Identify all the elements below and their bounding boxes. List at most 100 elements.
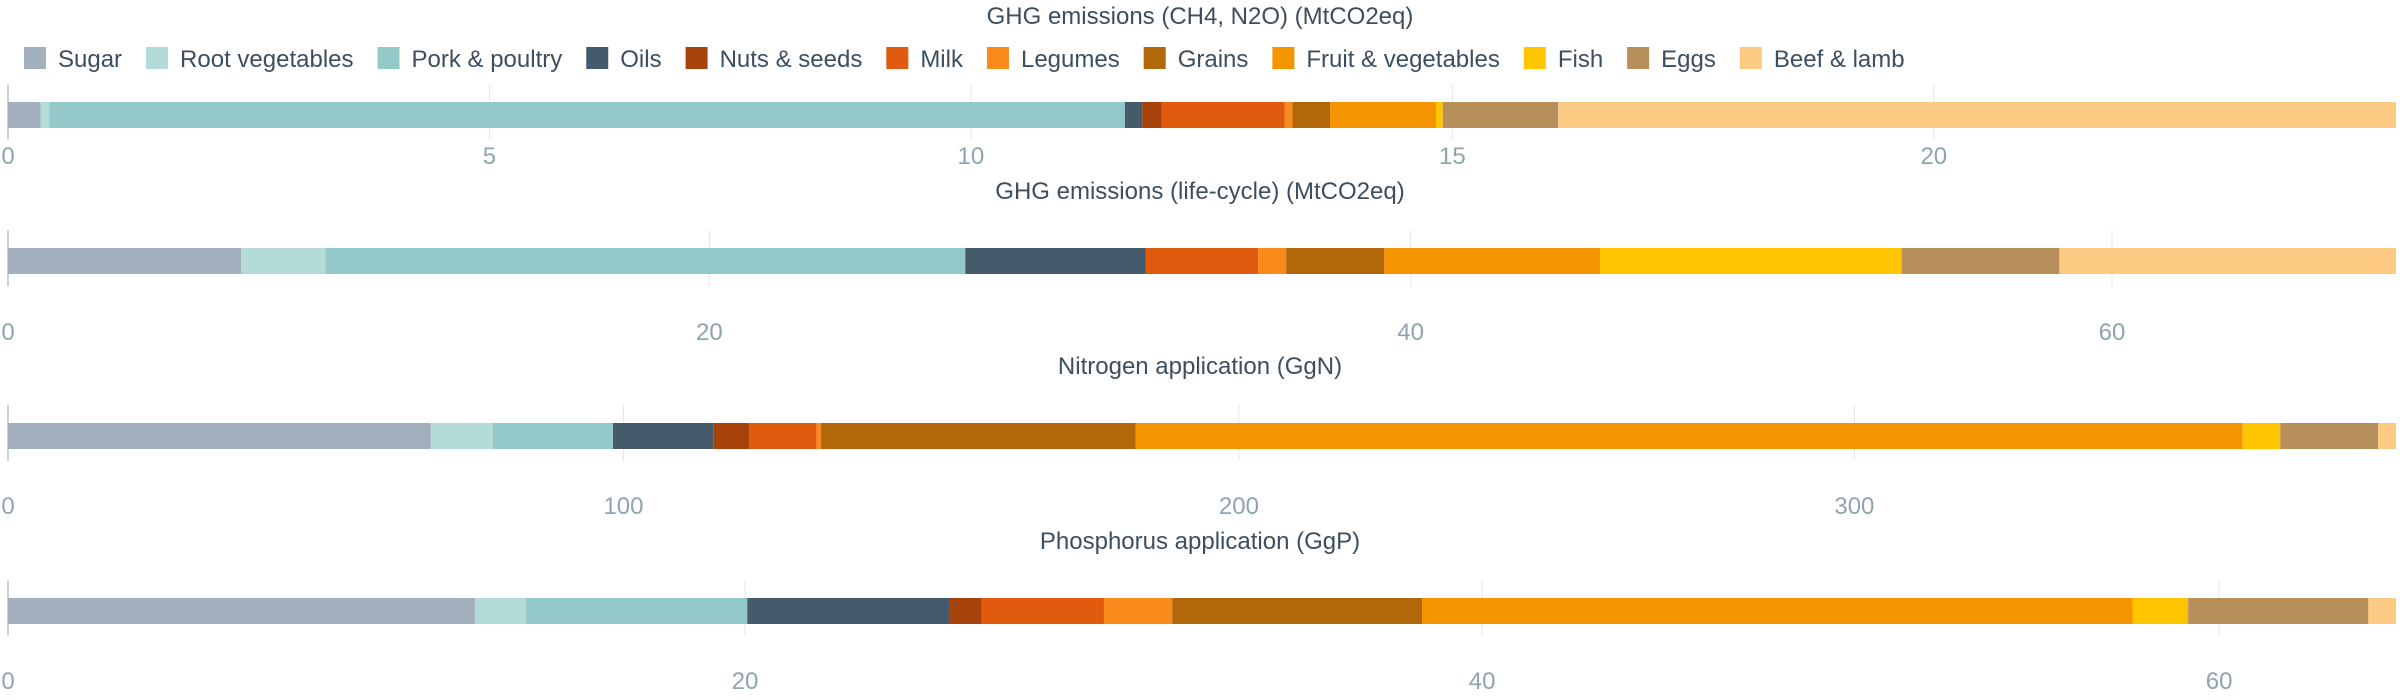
panel-3-bar-fish (2242, 423, 2281, 449)
panel-2-bar-grains (1286, 248, 1385, 274)
legend-item-pork-and-poultry: Pork & poultry (377, 46, 563, 73)
panel-1-tick-label-4: 20 (1920, 143, 1947, 170)
panel-1-tick-label-1: 5 (483, 143, 496, 170)
panel-4-bar-legumes (1103, 598, 1173, 624)
panel-2-bar-oils (965, 248, 1146, 274)
panel-1-bar-nuts-and-seeds (1142, 102, 1162, 128)
legend: Sugar Root vegetables Pork & poultry Oils Nu… (24, 46, 1905, 73)
panel-1-bar-fish (1435, 102, 1443, 128)
legend-item-grains: Grains (1143, 46, 1249, 73)
legend-label-fish: Fish (1558, 46, 1603, 73)
panel-2-title: GHG emissions (life-cycle) (MtCO2eq) (995, 178, 1404, 205)
legend-label-milk: Milk (920, 46, 964, 73)
panel-2: GHG emissions (life-cycle) (MtCO2eq) 0 20 4… (1, 178, 2396, 346)
legend-swatch-sugar (24, 47, 46, 69)
legend-item-sugar: Sugar (24, 46, 122, 73)
panel-2-bar-sugar (8, 248, 242, 274)
panel-1-bar-milk (1161, 102, 1285, 128)
legend-swatch-fruit-and-vegetables (1272, 47, 1295, 69)
panel-1-tick-label-3: 15 (1439, 143, 1466, 170)
legend-label-root-vegetables: Root vegetables (180, 46, 353, 73)
panel-3-bar-oils (613, 423, 714, 449)
panel-4-bar-pork-and-poultry (525, 598, 748, 624)
legend-swatch-oils (586, 47, 609, 69)
panel-1-bar-oils (1124, 102, 1143, 128)
panel-1: GHG emissions (CH4, N2O) (MtCO2eq) 0 5 10 15… (1, 3, 2396, 170)
panel-3: Nitrogen application (GgN) 0 100 200 300 (1, 353, 2396, 520)
legend-item-fish: Fish (1523, 46, 1603, 73)
panel-1-bar-beef-and-lamb (1558, 102, 2396, 128)
panel-1-tick-label-2: 10 (958, 143, 985, 170)
panel-4-bar-root-vegetables (474, 598, 526, 624)
legend-swatch-fish (1523, 47, 1546, 69)
legend-swatch-pork-and-poultry (377, 47, 400, 69)
panel-3-bar-beef-and-lamb (2378, 423, 2396, 449)
panel-4-bar-fish (2132, 598, 2189, 624)
panel-1-bar-pork-and-poultry (49, 102, 1125, 128)
legend-item-nuts-and-seeds: Nuts & seeds (685, 46, 863, 73)
panel-1-bar-legumes (1284, 102, 1293, 128)
panel-4-tick-label-3: 60 (2206, 668, 2233, 695)
panel-2-tick-label-1: 20 (696, 319, 723, 346)
legend-swatch-nuts-and-seeds (685, 47, 708, 69)
panel-4-bar-grains (1172, 598, 1423, 624)
panel-4-bar-beef-and-lamb (2368, 598, 2396, 624)
panel-3-tick-label-1: 100 (603, 493, 643, 520)
panel-4-tick-label-2: 40 (1469, 668, 1496, 695)
legend-item-beef-and-lamb: Beef & lamb (1739, 46, 1905, 73)
panel-3-bar-sugar (8, 423, 431, 449)
panel-4: Phosphorus application (GgP) 0 20 40 60 (1, 528, 2396, 695)
panel-1-bar-fruit-and-vegetables (1330, 102, 1436, 128)
legend-label-legumes: Legumes (1021, 46, 1120, 73)
panel-2-bar-milk (1145, 248, 1259, 274)
panel-1-bar-eggs (1442, 102, 1559, 128)
panel-4-bar-fruit-and-vegetables (1422, 598, 2133, 624)
panel-3-title: Nitrogen application (GgN) (1058, 353, 1342, 380)
panel-1-bar-sugar (8, 102, 41, 128)
panel-1-bar-root-vegetables (40, 102, 50, 128)
panel-2-bar-beef-and-lamb (2059, 248, 2396, 274)
legend-swatch-grains (1143, 47, 1166, 69)
panel-4-tick-label-0: 0 (1, 668, 14, 695)
legend-item-oils: Oils (586, 46, 662, 73)
panel-1-title: GHG emissions (CH4, N2O) (MtCO2eq) (987, 3, 1414, 30)
panel-2-tick-label-0: 0 (1, 319, 14, 346)
panel-2-bar-fish (1600, 248, 1902, 274)
panel-3-bar-nuts-and-seeds (713, 423, 750, 449)
legend-label-fruit-and-vegetables: Fruit & vegetables (1306, 46, 1499, 73)
legend-label-sugar: Sugar (58, 46, 122, 73)
panel-3-tick-label-2: 200 (1219, 493, 1259, 520)
panel-4-bar-oils (747, 598, 950, 624)
panel-4-bar-eggs (2188, 598, 2369, 624)
legend-swatch-root-vegetables (146, 47, 169, 69)
legend-swatch-milk (886, 47, 909, 69)
panel-1-tick-label-0: 0 (1, 143, 14, 170)
legend-item-eggs: Eggs (1627, 46, 1716, 73)
legend-label-grains: Grains (1178, 46, 1249, 73)
panel-4-title: Phosphorus application (GgP) (1040, 528, 1360, 555)
panel-3-bar-grains (821, 423, 1136, 449)
legend-label-pork-and-poultry: Pork & poultry (412, 46, 563, 73)
panel-2-bar-eggs (1901, 248, 2060, 274)
legend-item-fruit-and-vegetables: Fruit & vegetables (1272, 46, 1500, 73)
panel-2-bar-legumes (1258, 248, 1287, 274)
legend-label-eggs: Eggs (1661, 46, 1716, 73)
panel-2-tick-label-3: 60 (2099, 319, 2126, 346)
legend-item-legumes: Legumes (986, 46, 1120, 73)
panel-1-bar-grains (1292, 102, 1331, 128)
legend-label-beef-and-lamb: Beef & lamb (1774, 46, 1905, 73)
panel-3-bar-pork-and-poultry (492, 423, 614, 449)
panel-3-bar-milk (749, 423, 817, 449)
panel-2-bar-pork-and-poultry (325, 248, 966, 274)
panel-3-bar-root-vegetables (430, 423, 493, 449)
panel-4-bar-nuts-and-seeds (949, 598, 982, 624)
panel-4-bar-milk (981, 598, 1104, 624)
legend-swatch-beef-and-lamb (1739, 47, 1762, 69)
legend-item-root-vegetables: Root vegetables (146, 46, 354, 73)
legend-item-milk: Milk (886, 46, 964, 73)
panel-2-bar-root-vegetables (241, 248, 326, 274)
legend-label-nuts-and-seeds: Nuts & seeds (720, 46, 863, 73)
panel-4-bar-sugar (8, 598, 475, 624)
